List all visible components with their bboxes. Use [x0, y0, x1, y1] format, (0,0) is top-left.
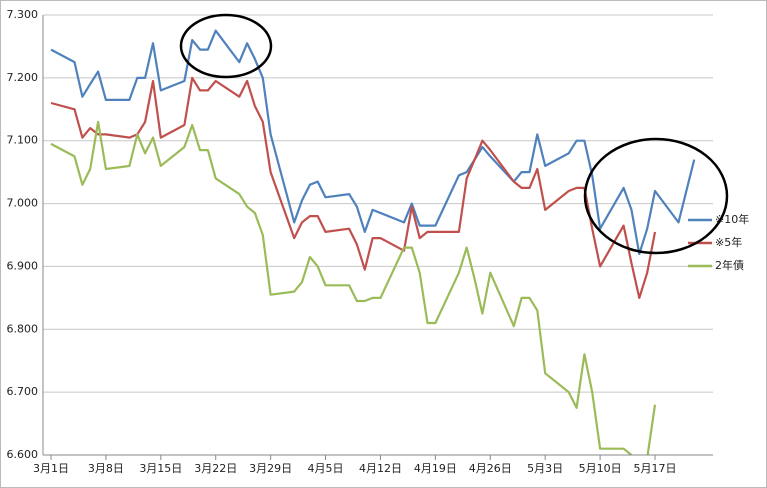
- x-tick-label: 3月15日: [139, 462, 182, 475]
- legend-label: ※5年: [715, 235, 742, 249]
- x-tick-label: 3月29日: [249, 462, 292, 475]
- y-tick-label: 7.100: [7, 134, 39, 147]
- x-tick-label: 4月12日: [359, 462, 402, 475]
- series-line: [50, 120, 657, 455]
- series-line: [50, 29, 696, 255]
- x-tick-label: 3月22日: [194, 462, 237, 475]
- y-tick-label: 6.700: [7, 385, 39, 398]
- x-tick-label: 4月26日: [469, 462, 512, 475]
- lines: [50, 29, 696, 455]
- highlight-ellipse: [179, 13, 273, 79]
- x-tick-label: 4月5日: [308, 462, 344, 475]
- x-tick-label: 3月1日: [33, 462, 69, 475]
- axes: 6.600 6.700 6.800 6.900 7.000 7.100 7.200 7.300…: [7, 8, 750, 475]
- y-tick-label: 6.800: [7, 322, 39, 335]
- x-tick-label: 5月10日: [579, 462, 622, 475]
- y-tick-label: 7.200: [7, 71, 39, 84]
- series-line: [50, 76, 657, 299]
- x-tick-label: 4月19日: [414, 462, 457, 475]
- y-tick-label: 7.000: [7, 197, 39, 210]
- y-tick-label: 6.900: [7, 259, 39, 272]
- x-tick-label: 3月8日: [88, 462, 124, 475]
- highlight-ellipse: [583, 137, 729, 255]
- y-tick-label: 7.300: [7, 8, 39, 21]
- legend-label: 2年債: [715, 258, 744, 272]
- y-tick-label: 6.600: [7, 448, 39, 461]
- x-tick-label: 5月17日: [634, 462, 677, 475]
- x-tick-label: 5月3日: [527, 462, 563, 475]
